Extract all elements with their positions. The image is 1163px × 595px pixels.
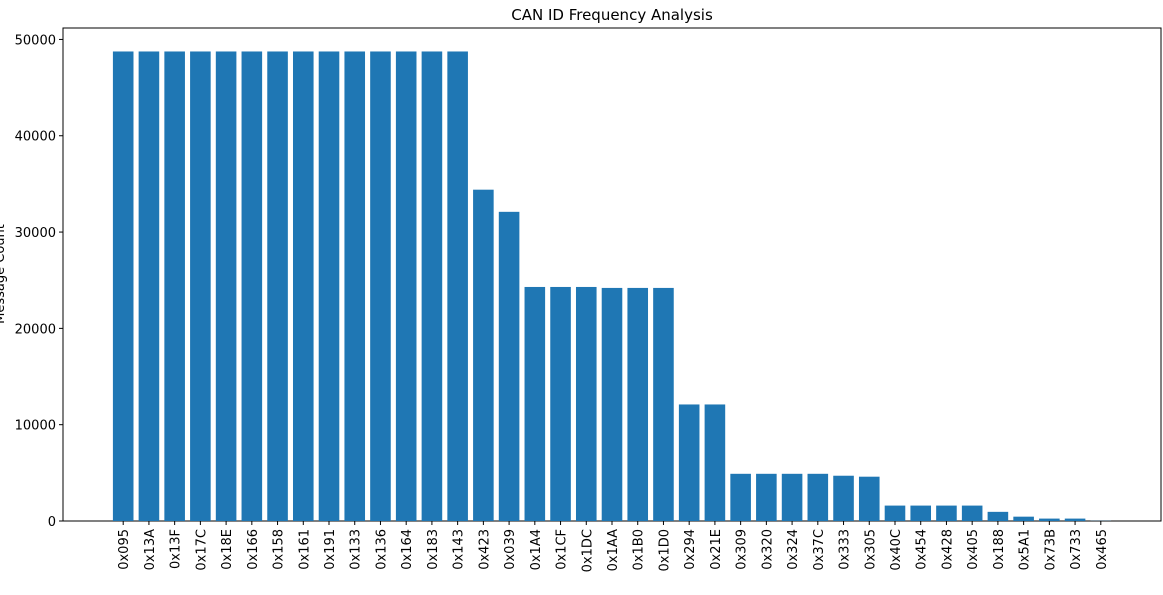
y-tick-label: 20000 (15, 322, 56, 337)
x-tick-label: 0x095 (117, 529, 132, 570)
y-tick-label: 30000 (15, 226, 56, 241)
y-tick-label: 50000 (15, 33, 56, 48)
x-tick-label: 0x423 (477, 529, 492, 570)
x-tick-label: 0x1B0 (632, 529, 647, 570)
bar (602, 288, 623, 521)
x-tick-label: 0x294 (683, 529, 698, 570)
x-tick-label: 0x039 (503, 529, 518, 570)
bar (962, 506, 983, 521)
bar (1039, 519, 1060, 521)
bar (499, 212, 520, 521)
x-tick-label: 0x18E (220, 529, 235, 570)
y-tick-label: 40000 (15, 130, 56, 145)
bar (627, 288, 648, 521)
x-tick-label: 0x188 (992, 529, 1007, 570)
bar (473, 190, 494, 521)
x-tick-label: 0x166 (246, 529, 261, 570)
chart-title: CAN ID Frequency Analysis (511, 6, 713, 24)
bar (653, 288, 674, 521)
x-tick-label: 0x183 (426, 529, 441, 570)
bar (988, 512, 1009, 521)
x-tick-label: 0x324 (786, 529, 801, 570)
bar (164, 51, 185, 521)
x-tick-label: 0x13A (143, 529, 158, 571)
bar (782, 474, 803, 521)
x-tick-label: 0x21E (709, 529, 724, 570)
bar (242, 51, 263, 521)
bar (293, 51, 314, 521)
bar (705, 404, 726, 521)
x-tick-label: 0x164 (400, 529, 415, 570)
x-tick-label: 0x1A4 (529, 529, 544, 570)
bar (139, 51, 160, 521)
bar (525, 287, 546, 521)
x-tick-label: 0x73B (1043, 529, 1058, 570)
x-tick-label: 0x733 (1069, 529, 1084, 570)
x-tick-label: 0x158 (272, 529, 287, 570)
bar (319, 51, 340, 521)
x-tick-label: 0x1DC (580, 529, 595, 572)
bar (550, 287, 571, 521)
bar (885, 506, 906, 521)
bar (936, 506, 957, 521)
x-tick-label: 0x161 (297, 529, 312, 570)
bar (1065, 519, 1086, 521)
bar (833, 476, 854, 521)
bar (808, 474, 829, 521)
bar (396, 51, 417, 521)
bar (113, 51, 134, 521)
bar (859, 477, 880, 521)
x-tick-label: 0x333 (838, 529, 853, 570)
y-tick-label: 10000 (15, 419, 56, 434)
bar (370, 51, 391, 521)
bar (216, 51, 237, 521)
x-tick-label: 0x5A1 (1018, 529, 1033, 570)
x-tick-label: 0x17C (194, 529, 209, 571)
x-tick-label: 0x309 (735, 529, 750, 570)
x-tick-label: 0x136 (374, 529, 389, 570)
bar (679, 404, 700, 521)
bar (910, 506, 931, 521)
bar (1013, 517, 1034, 521)
x-tick-label: 0x428 (940, 529, 955, 570)
bar (344, 51, 365, 521)
x-tick-label: 0x1CF (555, 529, 570, 570)
x-tick-label: 0x1AA (606, 529, 621, 571)
x-tick-label: 0x133 (349, 529, 364, 570)
bar (422, 51, 443, 521)
bar (267, 51, 288, 521)
x-tick-label: 0x465 (1095, 529, 1110, 570)
bar (447, 51, 468, 521)
x-tick-label: 0x405 (966, 529, 981, 570)
x-tick-label: 0x13F (169, 529, 184, 569)
x-tick-label: 0x1D0 (657, 529, 672, 572)
y-tick-label: 0 (48, 515, 56, 530)
x-tick-label: 0x320 (760, 529, 775, 570)
x-tick-label: 0x454 (915, 529, 930, 570)
x-tick-label: 0x37C (812, 529, 827, 571)
bar (730, 474, 751, 521)
x-tick-label: 0x143 (452, 529, 467, 570)
x-tick-label: 0x305 (863, 529, 878, 570)
bar (756, 474, 777, 521)
bar (190, 51, 211, 521)
x-tick-label: 0x40C (889, 529, 904, 571)
x-tick-label: 0x191 (323, 529, 338, 570)
bar (576, 287, 597, 521)
y-axis-label: Message Count (0, 224, 8, 324)
